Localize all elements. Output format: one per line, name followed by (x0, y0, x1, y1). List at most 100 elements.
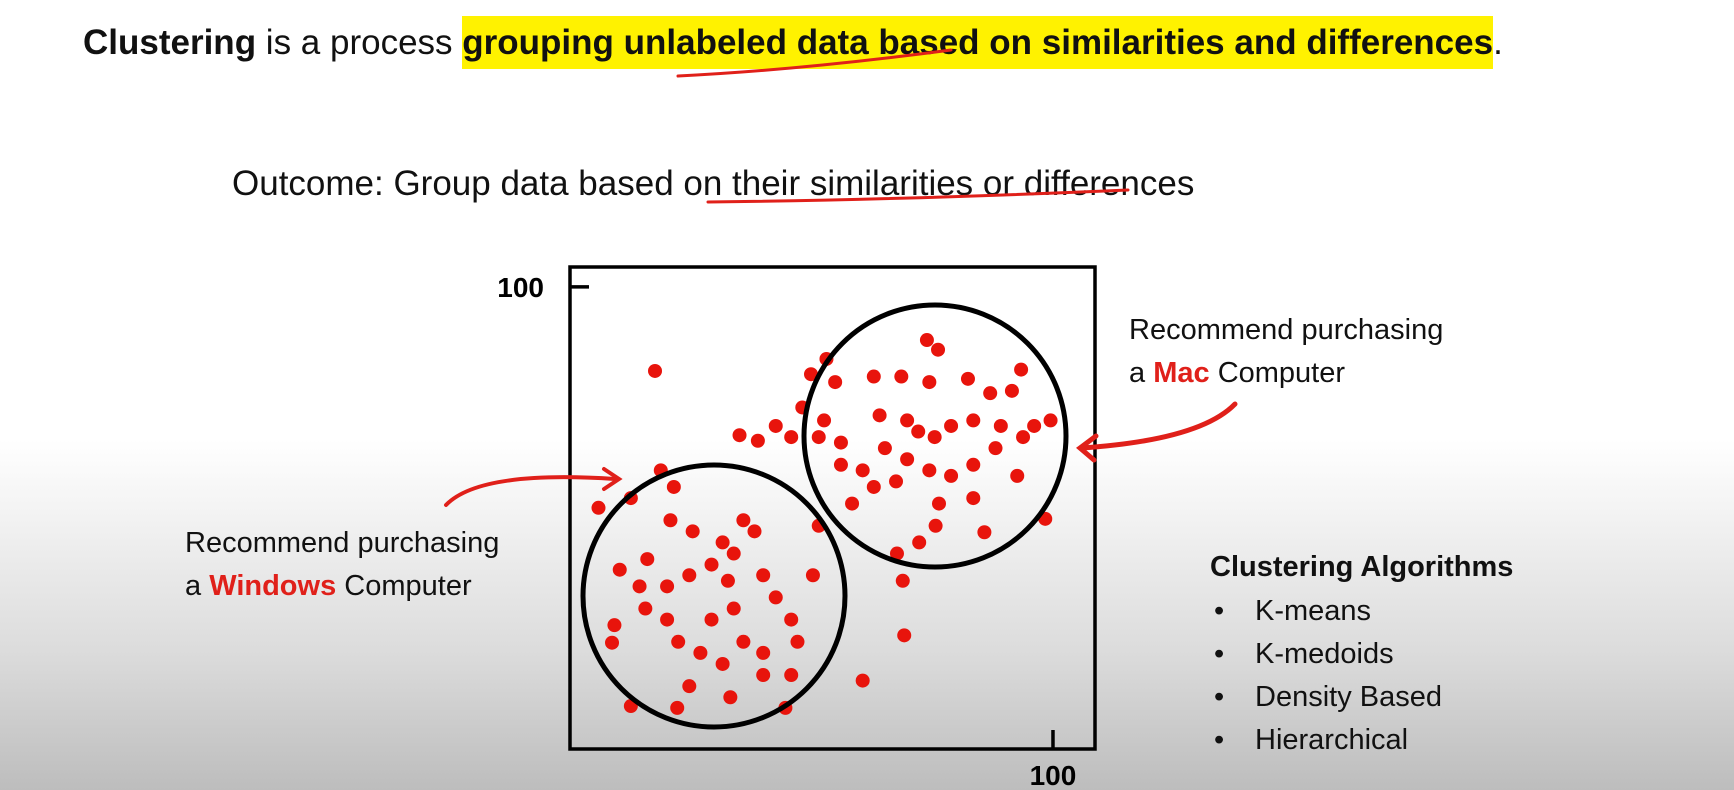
points (591, 333, 1058, 715)
point (900, 413, 915, 428)
point (682, 679, 697, 694)
point (966, 457, 981, 472)
point (931, 496, 946, 511)
point (638, 601, 653, 616)
point (889, 474, 904, 489)
point (726, 601, 741, 616)
point (756, 668, 771, 683)
bullet: • (1214, 724, 1225, 756)
point (817, 413, 832, 428)
point (988, 441, 1003, 456)
point (833, 457, 848, 472)
bullet: • (1214, 638, 1225, 670)
point (866, 479, 881, 494)
point (804, 367, 819, 382)
windows-annotation-line2: a Windows Computer (185, 572, 472, 601)
point (704, 612, 719, 627)
heading-text: is a process (256, 23, 463, 62)
point (805, 568, 820, 583)
point (723, 690, 738, 705)
point (682, 568, 697, 583)
point (648, 363, 663, 378)
point (756, 645, 771, 660)
point (922, 375, 937, 390)
point (894, 369, 909, 384)
arrowhead (602, 467, 623, 491)
underline (676, 48, 953, 78)
point (872, 408, 887, 423)
point (784, 668, 799, 683)
point (977, 525, 992, 540)
arrow (444, 475, 617, 507)
heading-highlight: grouping unlabeled data based on similar… (462, 16, 1494, 69)
article: a (185, 570, 202, 602)
point (919, 333, 934, 348)
bullet: • (1214, 681, 1225, 713)
y-tick-label: 100 (497, 272, 544, 303)
windows-annotation-line1: Recommend purchasing (185, 527, 500, 559)
point (704, 557, 719, 572)
point (983, 386, 998, 401)
brand: Mac (1153, 357, 1210, 389)
point (1004, 383, 1019, 398)
arrowhead (1076, 433, 1099, 463)
point (736, 634, 751, 649)
point (895, 573, 910, 588)
point (768, 418, 783, 433)
point (966, 413, 981, 428)
windows-cluster-circle (580, 462, 848, 730)
point (607, 618, 622, 633)
point (828, 375, 843, 390)
point (931, 342, 946, 357)
point (660, 612, 675, 627)
bullet: • (1214, 595, 1225, 627)
point (1016, 430, 1031, 445)
mac-cluster-circle (801, 302, 1069, 570)
point (660, 579, 675, 594)
point (855, 673, 870, 688)
point (1014, 362, 1029, 377)
point (833, 435, 848, 450)
point (747, 524, 762, 539)
algorithm-item: K-medoids (1255, 638, 1394, 670)
heading-end: . (1493, 23, 1503, 62)
outcome: Outcome: Group data based on their simil… (232, 164, 1195, 203)
point (663, 513, 678, 528)
point (715, 535, 730, 550)
point (790, 634, 805, 649)
article: a (1129, 357, 1146, 389)
point (960, 371, 975, 386)
point (928, 518, 943, 533)
point (944, 418, 959, 433)
plot-frame (568, 265, 1097, 751)
point (1027, 418, 1042, 433)
point (897, 628, 912, 643)
underline (706, 188, 1130, 204)
point (720, 573, 735, 588)
point (756, 568, 771, 583)
algorithm-item: Hierarchical (1255, 724, 1409, 756)
arrow (1079, 401, 1238, 451)
algorithms-title: Clustering Algorithms (1210, 551, 1514, 583)
point (922, 463, 937, 478)
point (811, 430, 826, 445)
pen-annotations (444, 48, 1238, 507)
point (715, 656, 730, 671)
algorithm-item: Density Based (1255, 681, 1442, 713)
point (591, 500, 606, 515)
point (685, 524, 700, 539)
point (670, 700, 685, 715)
heading: Clustering is a process grouping unlabel… (83, 16, 1503, 69)
x-tick-label: 100 (1030, 760, 1077, 790)
point (640, 552, 655, 567)
point (911, 424, 926, 439)
point (877, 441, 892, 456)
point (944, 468, 959, 483)
point (736, 513, 751, 528)
point (768, 590, 783, 605)
point (845, 496, 860, 511)
point (612, 562, 627, 577)
point (1043, 413, 1058, 428)
